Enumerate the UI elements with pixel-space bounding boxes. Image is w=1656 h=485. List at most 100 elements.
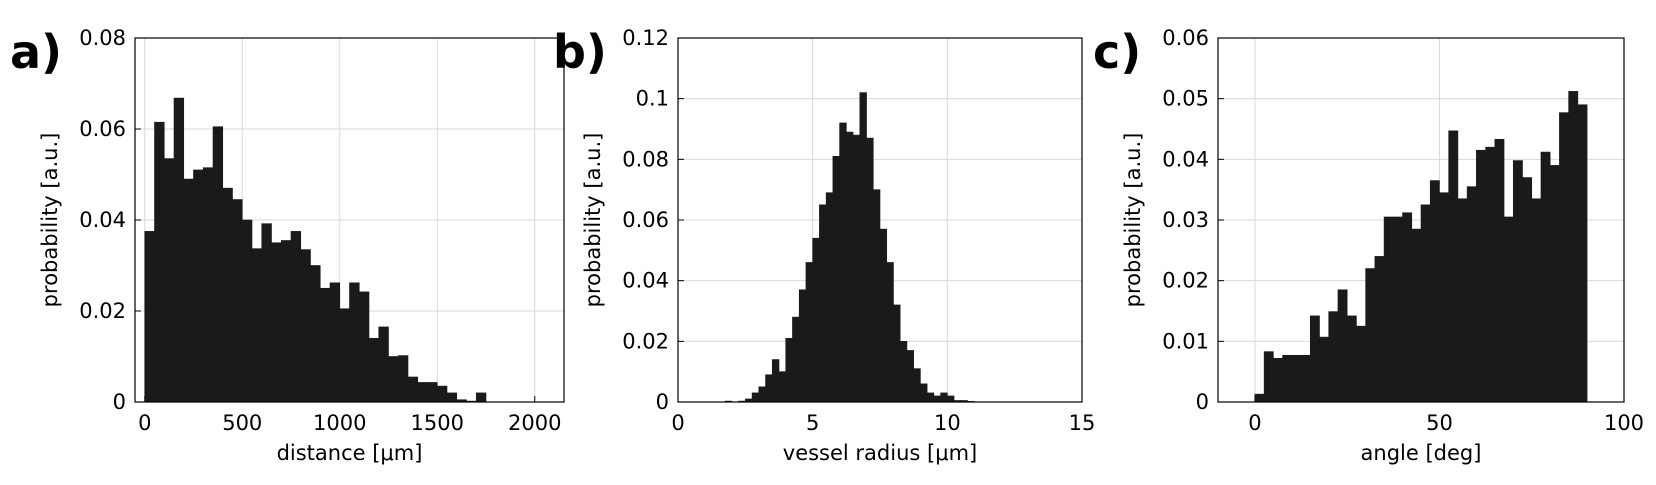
bar [1485,146,1496,403]
bar [417,382,428,403]
bar [222,187,233,403]
x-axis-label: distance [μm] [277,441,423,465]
bar [1374,256,1385,403]
bar [771,359,780,403]
bar [913,368,921,403]
bar [1402,212,1413,403]
bar [1393,216,1403,403]
x-tick-label: 0 [1248,411,1261,435]
y-tick-label: 0.06 [1162,26,1209,50]
bar [839,122,847,403]
y-tick-label: 0.12 [622,26,669,50]
bar [1263,351,1274,403]
bar [446,392,458,403]
bar [893,304,901,403]
bar [859,92,867,403]
x-tick-label: 50 [1426,411,1453,435]
bar [339,308,350,403]
bar [349,282,360,403]
axes-box [677,37,1083,403]
bar [1300,354,1311,403]
bar [329,282,341,403]
x-tick-label: 10 [934,411,961,435]
bar [241,219,253,403]
bar [1512,160,1523,403]
bar [427,382,438,403]
bar [202,167,214,403]
bar [475,392,487,403]
bar [1457,198,1468,403]
y-tick-label: 0.02 [79,299,126,323]
bar [879,228,888,403]
bar [852,134,861,403]
bar [926,392,935,403]
bar [1476,149,1486,403]
bar [1522,177,1533,403]
bar [280,240,292,403]
bar [785,337,793,403]
x-axis-label: vessel radius [μm] [783,441,977,465]
bar [1356,325,1366,403]
bar [358,291,370,403]
x-tick-label: 5 [806,411,819,435]
x-tick-label: 100 [1604,411,1644,435]
bar [872,189,881,403]
y-tick-label: 0.03 [1162,208,1209,232]
bar [866,137,874,403]
bar [1411,228,1422,403]
y-tick-label: 0.08 [622,147,669,171]
bar [940,392,948,403]
y-tick-label: 0.05 [1162,87,1209,111]
bar [899,341,908,403]
x-tick-label: 500 [222,411,262,435]
bar [1466,186,1477,403]
x-axis-label: angle [deg] [1361,441,1482,465]
panel-label: b) [553,25,607,79]
bar [805,262,813,403]
bar [1420,204,1431,403]
y-tick-label: 0 [656,390,669,414]
bar [798,289,807,403]
y-tick-label: 0.04 [79,208,126,232]
panel-label: c) [1093,25,1141,79]
y-tick-label: 0.01 [1162,329,1209,353]
bar [144,231,155,403]
bar [1439,192,1449,403]
bar [368,337,380,403]
bar [792,316,800,403]
bar [765,374,773,403]
bar [407,376,419,403]
bar [819,204,827,403]
bar [310,265,321,403]
bar [378,326,389,403]
bar [1291,354,1302,403]
bar [300,249,311,403]
y-tick-label: 0.06 [79,117,126,141]
bar [1337,289,1348,403]
bar [1383,216,1394,403]
x-tick-label: 0 [671,411,684,435]
axes-box [1217,37,1625,403]
bar [290,231,302,403]
bar [319,287,331,403]
bar [212,126,224,403]
bar [1309,315,1320,403]
y-axis-label: probability [a.u.] [581,133,605,308]
bar [812,237,820,403]
x-tick-label: 2000 [508,411,561,435]
bar [436,385,448,403]
x-tick-label: 15 [1069,411,1096,435]
bar [1282,354,1293,403]
bar [1531,198,1542,403]
bar [173,97,185,403]
x-tick-label: 0 [138,411,151,435]
bar [886,262,894,403]
bar [758,386,766,403]
bar [183,178,194,403]
bar [751,392,760,403]
bar [251,248,263,403]
x-tick-label: 1500 [411,411,464,435]
bar [1365,268,1376,403]
bar [1254,393,1265,403]
bar [1328,311,1339,403]
